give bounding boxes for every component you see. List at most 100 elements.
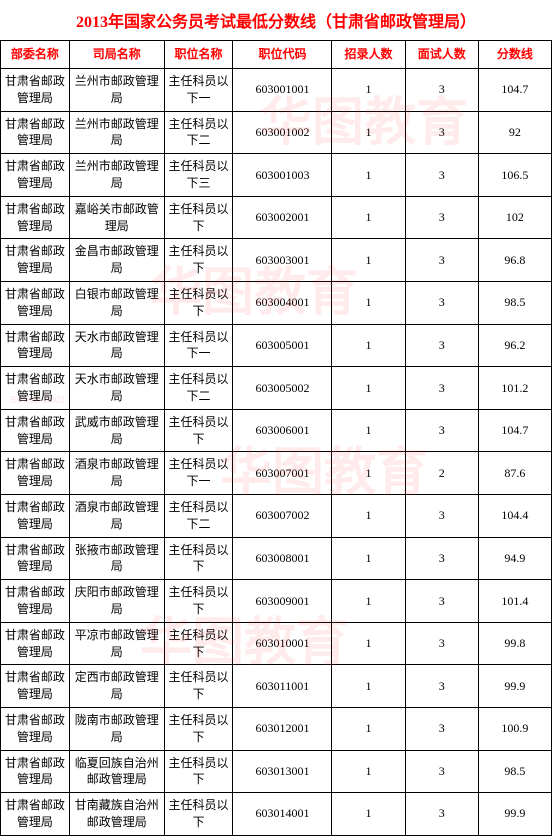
header-bureau: 司局名称 [69, 41, 164, 69]
cell-score: 98.5 [478, 281, 551, 324]
cell-int: 3 [405, 409, 478, 452]
cell-bureau: 金昌市邮政管理局 [69, 239, 164, 282]
cell-code: 603002001 [233, 196, 332, 239]
cell-code: 603001001 [233, 69, 332, 112]
cell-dept: 甘肃省邮政管理局 [1, 196, 70, 239]
cell-bureau: 临夏回族自治州邮政管理局 [69, 750, 164, 793]
cell-rec: 1 [332, 750, 405, 793]
cell-code: 603007001 [233, 452, 332, 495]
cell-int: 3 [405, 494, 478, 537]
header-dept: 部委名称 [1, 41, 70, 69]
cell-dept: 甘肃省邮政管理局 [1, 281, 70, 324]
cell-bureau: 庆阳市邮政管理局 [69, 580, 164, 623]
cell-code: 603006001 [233, 409, 332, 452]
cell-pos: 主任科员以下 [164, 239, 233, 282]
cell-rec: 1 [332, 367, 405, 410]
cell-rec: 1 [332, 281, 405, 324]
cell-score: 104.7 [478, 69, 551, 112]
header-int: 面试人数 [405, 41, 478, 69]
cell-pos: 主任科员以下二 [164, 111, 233, 154]
table-row: 甘肃省邮政管理局临夏回族自治州邮政管理局主任科员以下6030130011398.… [1, 750, 552, 793]
cell-code: 603001003 [233, 154, 332, 197]
cell-code: 603001002 [233, 111, 332, 154]
table-row: 甘肃省邮政管理局兰州市邮政管理局主任科员以下一60300100113104.7 [1, 69, 552, 112]
cell-score: 99.9 [478, 793, 551, 836]
table-row: 甘肃省邮政管理局武威市邮政管理局主任科员以下60300600113104.7 [1, 409, 552, 452]
table-row: 甘肃省邮政管理局定西市邮政管理局主任科员以下6030110011399.9 [1, 665, 552, 708]
cell-code: 603003001 [233, 239, 332, 282]
cell-int: 2 [405, 452, 478, 495]
cell-code: 603012001 [233, 707, 332, 750]
cell-score: 102 [478, 196, 551, 239]
table-header-row: 部委名称 司局名称 职位名称 职位代码 招录人数 面试人数 分数线 [1, 41, 552, 69]
cell-rec: 1 [332, 537, 405, 580]
table-row: 甘肃省邮政管理局天水市邮政管理局主任科员以下一6030050011396.2 [1, 324, 552, 367]
cell-int: 3 [405, 111, 478, 154]
cell-pos: 主任科员以下 [164, 750, 233, 793]
cell-pos: 主任科员以下 [164, 537, 233, 580]
cell-rec: 1 [332, 409, 405, 452]
table-row: 甘肃省邮政管理局平凉市邮政管理局主任科员以下6030100011399.8 [1, 622, 552, 665]
cell-rec: 1 [332, 196, 405, 239]
cell-int: 3 [405, 324, 478, 367]
cell-bureau: 平凉市邮政管理局 [69, 622, 164, 665]
cell-rec: 1 [332, 154, 405, 197]
cell-dept: 甘肃省邮政管理局 [1, 707, 70, 750]
cell-bureau: 陇南市邮政管理局 [69, 707, 164, 750]
cell-dept: 甘肃省邮政管理局 [1, 793, 70, 836]
cell-pos: 主任科员以下 [164, 580, 233, 623]
cell-pos: 主任科员以下 [164, 793, 233, 836]
cell-rec: 1 [332, 324, 405, 367]
cell-score: 94.9 [478, 537, 551, 580]
cell-bureau: 兰州市邮政管理局 [69, 69, 164, 112]
cell-rec: 1 [332, 239, 405, 282]
cell-code: 603011001 [233, 665, 332, 708]
table-row: 甘肃省邮政管理局兰州市邮政管理局主任科员以下三60300100313106.5 [1, 154, 552, 197]
cell-score: 101.2 [478, 367, 551, 410]
table-row: 甘肃省邮政管理局嘉峪关市邮政管理局主任科员以下60300200113102 [1, 196, 552, 239]
cell-pos: 主任科员以下 [164, 409, 233, 452]
header-pos: 职位名称 [164, 41, 233, 69]
cell-bureau: 定西市邮政管理局 [69, 665, 164, 708]
cell-int: 3 [405, 707, 478, 750]
cell-dept: 甘肃省邮政管理局 [1, 580, 70, 623]
cell-dept: 甘肃省邮政管理局 [1, 409, 70, 452]
cell-pos: 主任科员以下二 [164, 494, 233, 537]
score-table: 部委名称 司局名称 职位名称 职位代码 招录人数 面试人数 分数线 甘肃省邮政管… [0, 40, 552, 836]
cell-score: 99.8 [478, 622, 551, 665]
cell-rec: 1 [332, 452, 405, 495]
cell-score: 96.2 [478, 324, 551, 367]
cell-bureau: 张掖市邮政管理局 [69, 537, 164, 580]
cell-rec: 1 [332, 665, 405, 708]
cell-dept: 甘肃省邮政管理局 [1, 622, 70, 665]
cell-int: 3 [405, 580, 478, 623]
cell-pos: 主任科员以下 [164, 196, 233, 239]
cell-int: 3 [405, 367, 478, 410]
cell-dept: 甘肃省邮政管理局 [1, 452, 70, 495]
cell-bureau: 白银市邮政管理局 [69, 281, 164, 324]
cell-dept: 甘肃省邮政管理局 [1, 665, 70, 708]
cell-code: 603005001 [233, 324, 332, 367]
cell-pos: 主任科员以下三 [164, 154, 233, 197]
cell-bureau: 甘南藏族自治州邮政管理局 [69, 793, 164, 836]
cell-bureau: 天水市邮政管理局 [69, 324, 164, 367]
table-row: 甘肃省邮政管理局天水市邮政管理局主任科员以下二60300500213101.2 [1, 367, 552, 410]
cell-score: 92 [478, 111, 551, 154]
cell-bureau: 天水市邮政管理局 [69, 367, 164, 410]
cell-rec: 1 [332, 622, 405, 665]
table-row: 甘肃省邮政管理局甘南藏族自治州邮政管理局主任科员以下6030140011399.… [1, 793, 552, 836]
cell-code: 603010001 [233, 622, 332, 665]
cell-int: 3 [405, 239, 478, 282]
cell-score: 96.8 [478, 239, 551, 282]
cell-score: 106.5 [478, 154, 551, 197]
cell-pos: 主任科员以下一 [164, 324, 233, 367]
cell-code: 603005002 [233, 367, 332, 410]
cell-rec: 1 [332, 494, 405, 537]
table-body: 甘肃省邮政管理局兰州市邮政管理局主任科员以下一60300100113104.7甘… [1, 69, 552, 836]
cell-bureau: 武威市邮政管理局 [69, 409, 164, 452]
cell-dept: 甘肃省邮政管理局 [1, 324, 70, 367]
cell-dept: 甘肃省邮政管理局 [1, 154, 70, 197]
cell-dept: 甘肃省邮政管理局 [1, 111, 70, 154]
table-row: 甘肃省邮政管理局兰州市邮政管理局主任科员以下二6030010021392 [1, 111, 552, 154]
cell-score: 99.9 [478, 665, 551, 708]
